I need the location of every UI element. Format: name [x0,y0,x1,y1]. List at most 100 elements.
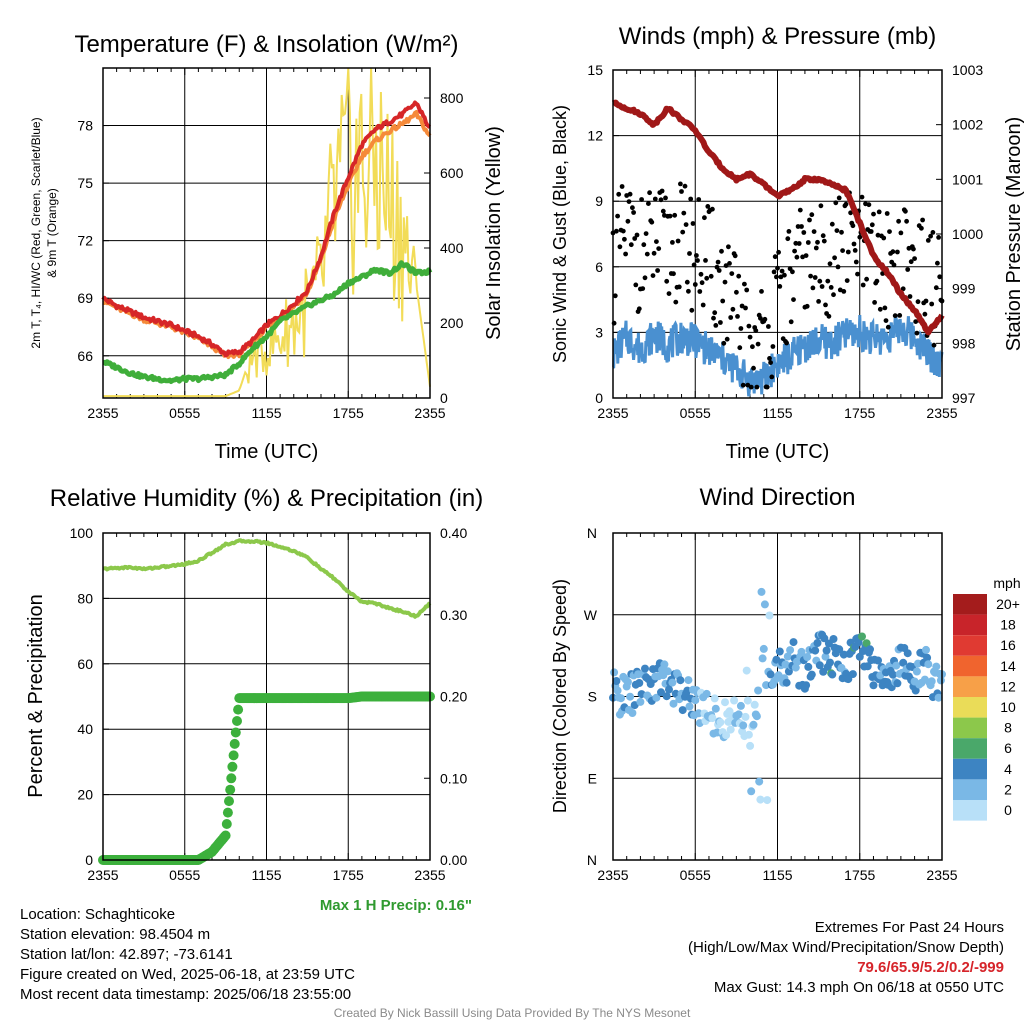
gust-point [634,232,640,238]
direction-point [722,731,731,740]
credit-line: Created By Nick Bassill Using Data Provi… [333,1006,691,1020]
direction-point [741,712,750,721]
x-tick-label: 0555 [680,405,711,421]
y-tick-label: E [588,770,597,786]
direction-point [744,730,753,739]
gust-point [931,342,937,348]
gust-point [667,213,673,219]
y-tick-label: 60 [77,656,93,672]
y-tick-label-right: 0.30 [440,607,467,623]
gust-point [660,208,666,214]
gust-point [937,274,943,280]
direction-point [848,670,857,679]
gust-point [726,244,731,250]
direction-point [710,694,719,703]
gust-point [776,249,781,255]
direction-point [612,677,621,685]
gust-point [734,289,739,295]
x-tick-label: 2355 [87,405,118,421]
gust-point [807,217,812,223]
direction-point [613,686,622,695]
gust-point [914,330,920,336]
direction-point [716,718,725,727]
y-tick-label: 72 [77,233,93,249]
gust-point [821,238,827,244]
gust-point [692,282,698,287]
gust-point [640,286,646,291]
gust-point [683,222,689,228]
gust-point [860,282,866,288]
direction-point [742,666,751,675]
gust-point [801,230,807,235]
direction-point [669,699,678,708]
gust-point [679,189,684,194]
gust-point [799,224,804,229]
gust-point [897,313,903,318]
direction-point [927,677,936,686]
legend-label: 2 [1004,781,1012,797]
gust-point [691,262,697,268]
gust-point [826,313,832,319]
gust-point [623,251,628,257]
gust-point [718,320,723,325]
gust-point [702,215,707,221]
gust-point [670,240,675,245]
legend-label: 4 [1004,761,1012,777]
panel-2: 2355 0555 1155 1755 2355 Winds (mph) & Pressu… [550,23,1024,463]
gust-point [796,241,802,246]
direction-point [752,712,761,721]
direction-point [746,741,755,750]
legend-label: 6 [1004,740,1012,756]
precip-point [226,773,237,784]
direction-point [702,689,711,698]
gust-point [877,306,883,312]
temperature-line [101,100,432,358]
precip-point [233,704,244,715]
gust-point [699,280,705,286]
legend-label: 14 [1000,658,1016,674]
y-tick-label: 15 [587,62,603,78]
gust-point [784,340,789,346]
gust-point [817,278,823,284]
gust-point [881,235,887,241]
y-tick-label: 0 [595,390,603,406]
x-tick-label: 0555 [169,405,200,421]
direction-point [765,611,774,620]
x-tick-label: 1755 [844,867,875,883]
gust-point [748,384,754,390]
gust-point [655,268,660,273]
gust-point [650,273,656,278]
gust-point [724,336,730,342]
legend-label: 18 [1000,617,1016,633]
max-precip-annotation: Max 1 H Precip: 0.16" [320,897,472,914]
figure-created: Figure created on Wed, 2025-06-18, at 23… [20,966,355,983]
gust-point [678,181,683,187]
direction-point [869,681,878,690]
gust-point [684,279,690,285]
direction-point [932,662,941,671]
direction-point [739,721,748,730]
gust-point [869,222,875,228]
gust-point [876,209,882,215]
gust-point [804,303,810,309]
direction-point [743,696,752,705]
direction-point [813,639,822,647]
direction-point [749,720,758,729]
gust-point [649,219,655,225]
x-tick-label: 2355 [414,867,445,883]
y-tick-label: 80 [77,590,93,606]
direction-point [804,662,813,671]
gust-point [751,365,756,371]
gust-point [675,238,681,244]
direction-point [820,634,829,643]
direction-point [912,667,921,676]
gust-point [904,218,909,224]
gust-point [708,273,714,279]
gust-point [641,242,647,248]
gust-point [616,191,622,197]
direction-point [802,681,811,690]
gust-point [820,233,826,239]
direction-point [660,660,669,669]
chart-title: Relative Humidity (%) & Precipitation (i… [50,485,483,512]
gust-point [633,282,639,288]
